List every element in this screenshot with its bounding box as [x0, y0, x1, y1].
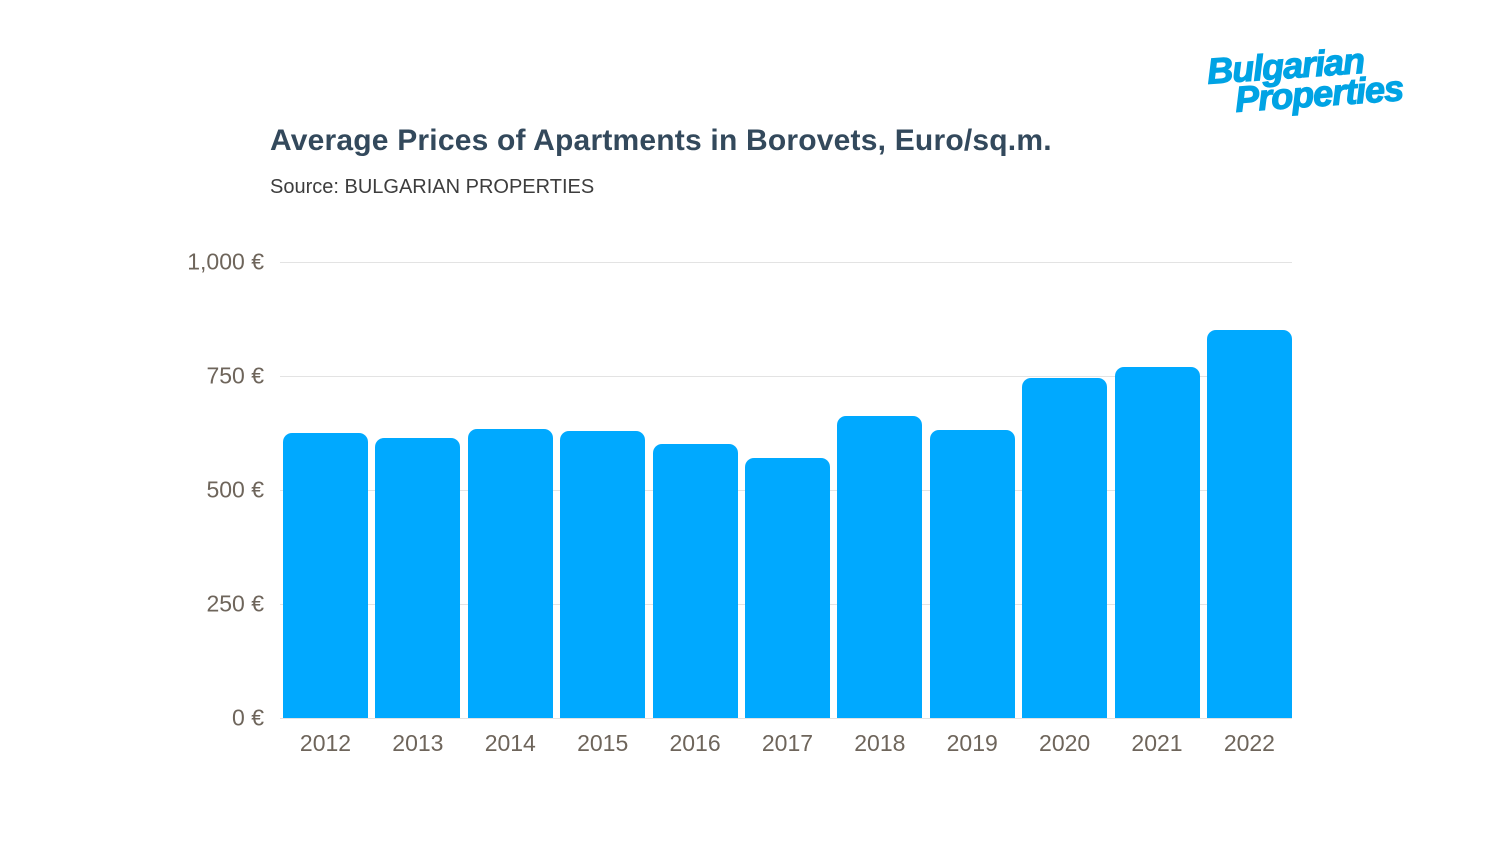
x-tick-label-2020: 2020	[1039, 730, 1091, 756]
gridline-750	[280, 376, 1292, 377]
bar-2019	[929, 429, 1015, 718]
chart-title: Average Prices of Apartments in Borovets…	[270, 124, 1052, 157]
logo-line-2: Properties	[1233, 67, 1405, 121]
x-tick-label-2021: 2021	[1131, 730, 1183, 756]
bars	[283, 262, 1292, 718]
plot-area	[280, 262, 1292, 719]
bar-2015	[560, 430, 646, 718]
x-tick-label-2018: 2018	[854, 730, 906, 756]
y-tick-label-1000: 1,000 €	[187, 248, 264, 275]
bar-2017	[744, 458, 830, 718]
x-tick-label-2013: 2013	[392, 730, 444, 756]
x-tick-label-2014: 2014	[484, 730, 536, 756]
y-tick-label-750: 750 €	[206, 362, 264, 389]
bar-2016	[652, 443, 738, 718]
x-axis-labels: 2012 2013 2014 2015 2016 2017 2018 2019 2020 2021…	[283, 730, 1292, 757]
x-tick-label-2016: 2016	[669, 730, 721, 756]
bar-2012	[283, 433, 368, 718]
x-tick-label-2015: 2015	[577, 730, 629, 756]
bar-2014	[467, 429, 553, 718]
y-axis-labels: 0 € 250 € 500 € 750 € 1,000 €	[0, 249, 264, 731]
bar-2013	[375, 437, 461, 718]
x-tick-label-2012: 2012	[299, 730, 352, 756]
bar-2021	[1114, 366, 1200, 718]
bar-2022	[1206, 330, 1292, 718]
x-tick-label-2017: 2017	[761, 730, 814, 756]
x-tick-label-2022: 2022	[1223, 730, 1275, 756]
y-tick-label-500: 500 €	[206, 476, 264, 503]
x-tick-label-2019: 2019	[946, 730, 998, 756]
bar-2020	[1022, 378, 1108, 718]
y-tick-label-0: 0 €	[232, 704, 264, 731]
y-tick-label-250: 250 €	[206, 590, 264, 617]
chart-source: Source: BULGARIAN PROPERTIES	[270, 176, 595, 198]
bar-2018	[837, 416, 923, 718]
gridline-0	[280, 718, 1292, 719]
gridline-1000	[280, 262, 1292, 263]
bulgarian-properties-logo: Bulgarian Properties	[1205, 39, 1405, 121]
